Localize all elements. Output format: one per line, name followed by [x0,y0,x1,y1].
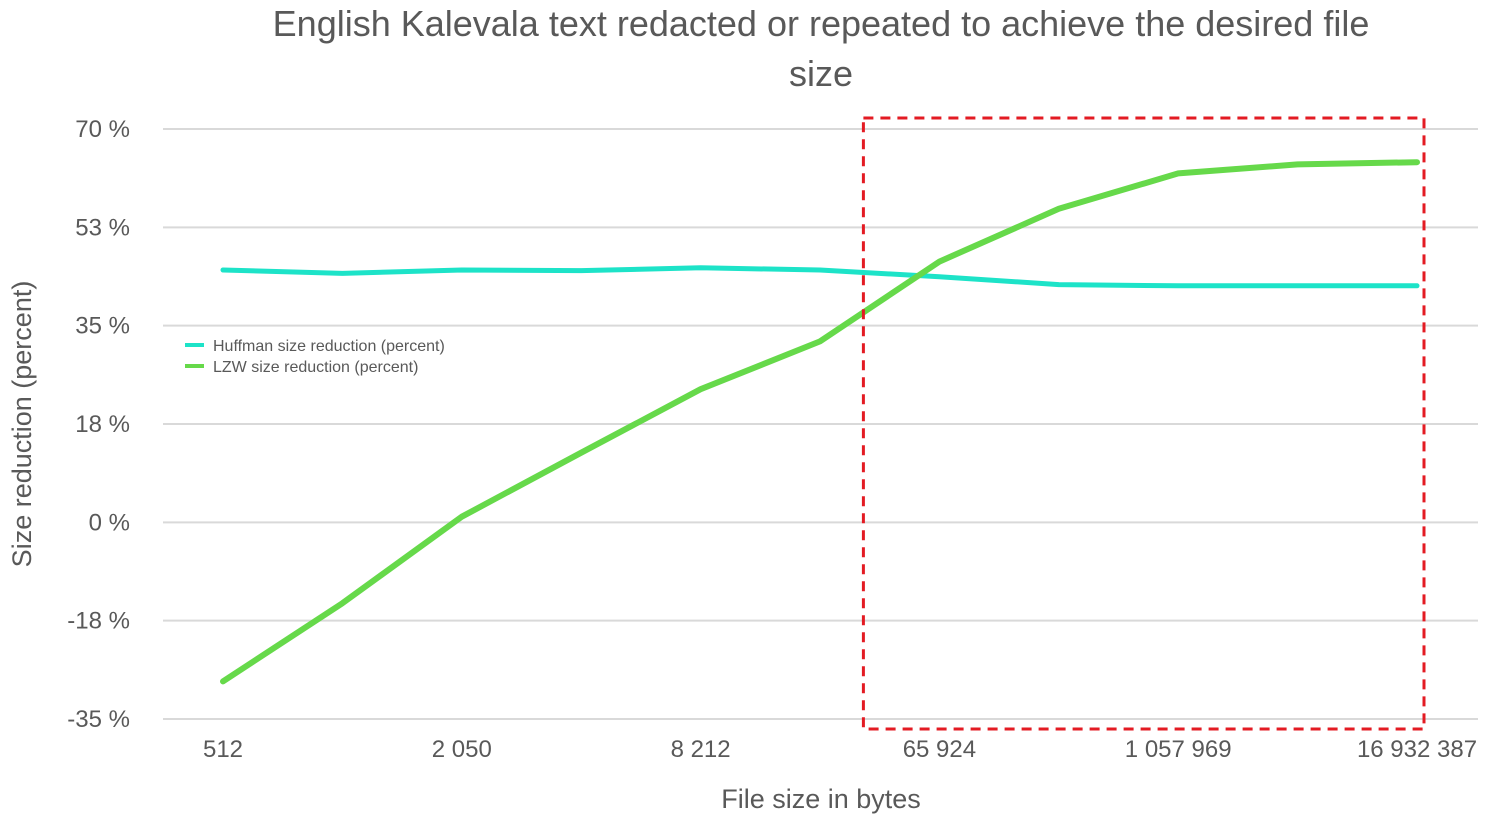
x-tick-label: 8 212 [671,736,731,763]
chart-title-line-1: English Kalevala text redacted or repeat… [273,3,1370,44]
y-tick-label: -18 % [67,608,130,635]
y-tick-label: 18 % [75,411,130,438]
series-lines [220,159,1420,685]
y-axis-ticks: 70 % 53 % 35 % 18 % 0 % -18 % -35 % [67,116,130,733]
y-axis-title: Size reduction (percent) [7,281,37,568]
legend: Huffman size reduction (percent) LZW size… [185,338,445,376]
y-tick-label: 35 % [75,313,130,340]
y-tick-label: 0 % [89,509,130,536]
x-tick-label: 2 050 [432,736,492,763]
annotation-layer [861,116,1426,731]
x-tick-label: 16 932 387 [1357,736,1477,763]
x-tick-label: 1 057 969 [1125,736,1232,763]
legend-label: LZW size reduction (percent) [213,359,418,376]
chart-title-line-2: size [789,53,853,94]
y-tick-label: 70 % [75,116,130,143]
series-line-lzw [220,159,1420,685]
y-tick-label: -35 % [67,706,130,733]
series-line-huffman [220,265,1420,289]
x-axis-title: File size in bytes [721,784,921,814]
legend-label: Huffman size reduction (percent) [213,338,445,355]
x-axis-ticks: 512 2 050 8 212 65 924 1 057 969 16 932 387 [203,736,1477,763]
y-tick-label: 53 % [75,214,130,241]
x-tick-label: 512 [203,736,243,763]
x-tick-label: 65 924 [903,736,976,763]
highlight-dashed-rectangle [861,116,1426,731]
gridlines [163,128,1478,720]
